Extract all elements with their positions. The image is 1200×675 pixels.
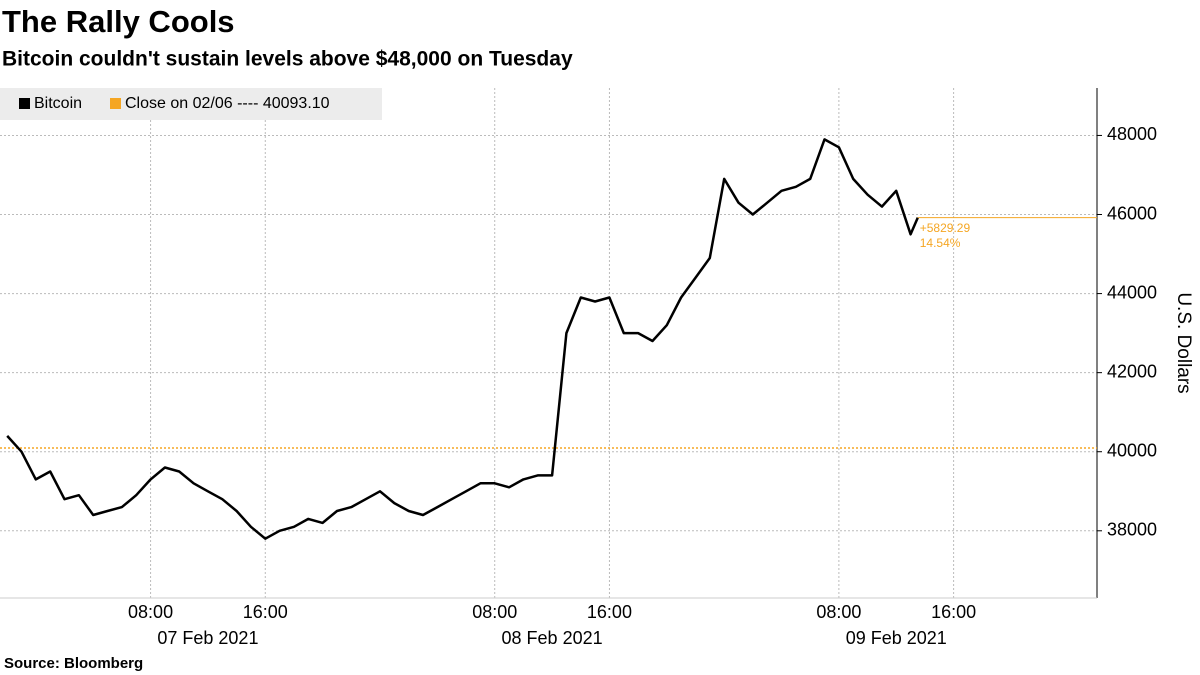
price-line	[6, 138, 919, 540]
x-date-label: 07 Feb 2021	[157, 628, 258, 648]
x-tick-label: 08:00	[816, 602, 861, 622]
y-tick-label: 48000	[1107, 124, 1157, 144]
y-tick-label: 38000	[1107, 520, 1157, 540]
x-tick-label: 16:00	[587, 602, 632, 622]
y-tick-label: 42000	[1107, 361, 1157, 381]
x-tick-label: 08:00	[472, 602, 517, 622]
y-tick-label: 40000	[1107, 440, 1157, 460]
legend-label: Close on 02/06 ---- 40093.10	[125, 95, 330, 112]
legend-box	[0, 88, 382, 120]
last-change-label: +5829.29	[920, 221, 971, 235]
x-tick-label: 08:00	[128, 602, 173, 622]
chart-subtitle: Bitcoin couldn't sustain levels above $4…	[2, 48, 573, 71]
last-change-label: 14.54%	[920, 236, 961, 250]
y-tick-label: 44000	[1107, 282, 1157, 302]
x-tick-label: 16:00	[243, 602, 288, 622]
x-date-label: 09 Feb 2021	[846, 628, 947, 648]
legend-swatch	[19, 98, 30, 109]
legend-swatch	[110, 98, 121, 109]
x-tick-label: 16:00	[931, 602, 976, 622]
y-tick-label: 46000	[1107, 203, 1157, 223]
x-date-label: 08 Feb 2021	[502, 628, 603, 648]
chart-title: The Rally Cools	[2, 4, 235, 39]
y-axis-label: U.S. Dollars	[1173, 292, 1194, 393]
source: Source: Bloomberg	[4, 655, 143, 672]
legend-label: Bitcoin	[34, 95, 82, 112]
